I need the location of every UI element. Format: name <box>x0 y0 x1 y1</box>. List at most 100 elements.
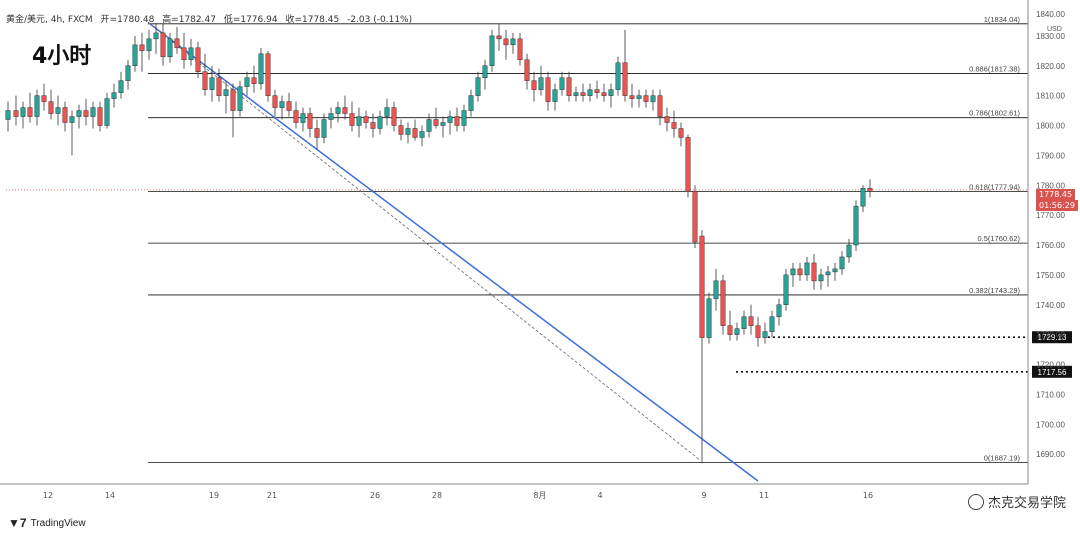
candle-body <box>825 271 831 276</box>
fibonacci-levels: 1(1834.04) 0.886(1817.38) 0.786(1802.61) 0.… <box>6 15 1028 463</box>
watermark-text: 杰克交易学院 <box>987 496 1066 511</box>
candle-body <box>237 86 243 111</box>
candle-body <box>90 107 96 117</box>
candle-body <box>412 128 418 138</box>
candle-body <box>510 38 516 46</box>
candle-body <box>454 116 460 126</box>
candle-body <box>489 35 495 66</box>
candle-body <box>384 107 390 117</box>
candle-body <box>391 107 397 126</box>
candle-body <box>636 95 642 99</box>
candle-body <box>293 110 299 123</box>
candle-body <box>615 62 621 90</box>
candle-body <box>468 95 474 111</box>
candle-body <box>160 32 166 58</box>
candle-body <box>314 128 320 138</box>
candle-body <box>552 89 558 102</box>
candle-body <box>671 122 677 129</box>
y-tick-label: 1800.00 <box>1036 122 1065 131</box>
low-value: 低=1776.94 <box>223 15 278 25</box>
candle-body <box>27 107 33 117</box>
candle-body <box>405 128 411 135</box>
y-tick-label: 1790.00 <box>1036 151 1065 160</box>
fib-level-label: 0.618(1777.94) <box>969 182 1020 191</box>
candle-body <box>685 137 691 192</box>
candle-body <box>83 110 89 117</box>
x-tick-label: 9 <box>701 491 706 500</box>
y-tick-label: 1730.00 <box>1036 331 1065 340</box>
candle-body <box>272 95 278 108</box>
candle-body <box>678 128 684 138</box>
candle-body <box>118 80 124 93</box>
candle-body <box>783 274 789 305</box>
candle-body <box>860 187 866 207</box>
candle-body <box>433 119 439 126</box>
candle-body <box>328 113 334 120</box>
candle-body <box>748 316 754 326</box>
candle-body <box>461 110 467 126</box>
candle-body <box>363 116 369 123</box>
candle-body <box>216 77 222 96</box>
y-tick-label: 1750.00 <box>1036 271 1065 280</box>
candle-body <box>573 92 579 96</box>
y-tick-label: 1710.00 <box>1036 390 1065 399</box>
candle-body <box>251 77 257 84</box>
candle-body <box>300 113 306 123</box>
candle-body <box>496 35 502 40</box>
candle-body <box>713 280 719 300</box>
candle-body <box>223 89 229 96</box>
candle-body <box>349 113 355 126</box>
candle-body <box>265 53 271 96</box>
support-levels: 1729.13 1717.56 <box>736 331 1072 378</box>
candle-body <box>503 38 509 46</box>
close-value: 收=1778.45 <box>285 15 340 25</box>
candle-body <box>167 38 173 58</box>
candle-body <box>846 244 852 258</box>
support-badge <box>1032 331 1072 344</box>
x-tick-label: 11 <box>759 491 769 500</box>
candle-body <box>559 77 565 90</box>
blue-trendline[interactable] <box>147 21 759 482</box>
candle-body <box>398 125 404 135</box>
support-label: 1729.13 <box>1038 333 1067 342</box>
candle-body <box>20 107 26 117</box>
candle-body <box>517 38 523 61</box>
candle-body <box>720 280 726 326</box>
candle-body <box>650 95 656 102</box>
candle-body <box>104 98 110 126</box>
candle-body <box>804 262 810 276</box>
candle-body <box>440 122 446 126</box>
watermark-icon <box>967 493 984 510</box>
candle-body <box>76 110 82 117</box>
candle-body <box>531 80 537 90</box>
candle-body <box>230 89 236 111</box>
candle-body <box>622 62 628 96</box>
open-value: 开=1780.48 <box>100 15 155 25</box>
current-price-badge: 1778.45 <box>1036 189 1076 200</box>
candle-body <box>643 95 649 102</box>
candle-body <box>832 268 838 273</box>
candle-body <box>132 44 138 67</box>
candle-body <box>419 131 425 138</box>
candle-body <box>174 38 180 49</box>
candle-body <box>734 328 740 335</box>
candle-body <box>706 298 712 338</box>
candle-body <box>48 101 54 114</box>
y-tick-label: 1740.00 <box>1036 301 1065 310</box>
candle-body <box>790 268 796 276</box>
candle-body <box>629 95 635 99</box>
candle-body <box>41 95 47 102</box>
candle-body <box>867 187 873 192</box>
candle-body <box>727 325 733 335</box>
candle-body <box>258 53 264 84</box>
tradingview-logo[interactable]: ▼7 TradingView <box>8 516 86 530</box>
candle-body <box>209 77 215 90</box>
candle-body <box>811 262 817 282</box>
candle-body <box>139 44 145 52</box>
timeframe-label: 4小时 <box>32 44 92 69</box>
fib-level-label: 1(1834.04) <box>984 15 1021 24</box>
candle-body <box>594 89 600 93</box>
y-tick-label: 1690.00 <box>1036 450 1065 459</box>
candle-body <box>286 101 292 111</box>
